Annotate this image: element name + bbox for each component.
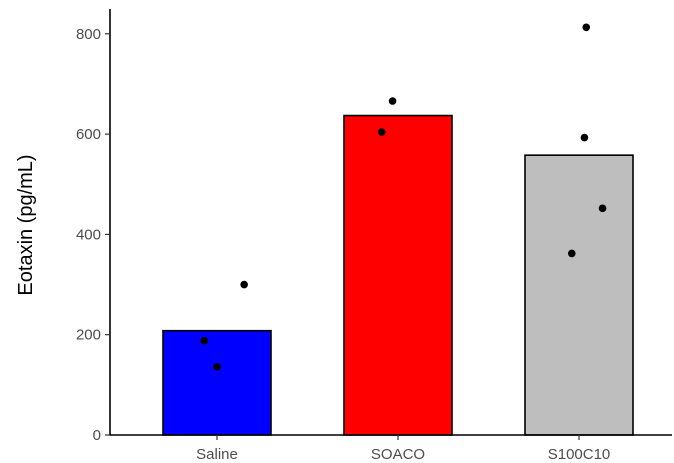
x-tick-label-s100c10: S100C10 <box>548 446 611 463</box>
x-tick-label-soaco: SOACO <box>371 446 425 463</box>
data-point-s100c10-8 <box>567 249 576 258</box>
y-tick-label-400: 400 <box>76 226 101 243</box>
y-tick-label-0: 0 <box>93 427 101 444</box>
data-point-saline-2 <box>213 362 221 371</box>
data-point-soaco-4 <box>377 128 386 136</box>
plot-area: 0 200 400 600 800 Saline SOACO S100C10 <box>76 9 672 463</box>
x-tick-label-saline: Saline <box>196 446 238 463</box>
data-point-s100c10-5 <box>582 23 591 32</box>
data-point-saline-1 <box>200 336 209 345</box>
data-point-s100c10-6 <box>580 133 589 142</box>
bar-s100c10 <box>524 154 634 436</box>
y-axis-title: Eotaxin (pg/mL) <box>15 154 37 295</box>
y-tick-label-200: 200 <box>76 327 101 344</box>
data-point-saline-0 <box>240 280 248 289</box>
y-tick-label-800: 800 <box>76 26 101 43</box>
bar-saline <box>162 329 272 436</box>
bar-soaco <box>343 114 453 436</box>
data-point-soaco-3 <box>388 97 397 105</box>
y-tick-label-600: 600 <box>76 126 101 143</box>
data-point-s100c10-7 <box>598 204 607 213</box>
